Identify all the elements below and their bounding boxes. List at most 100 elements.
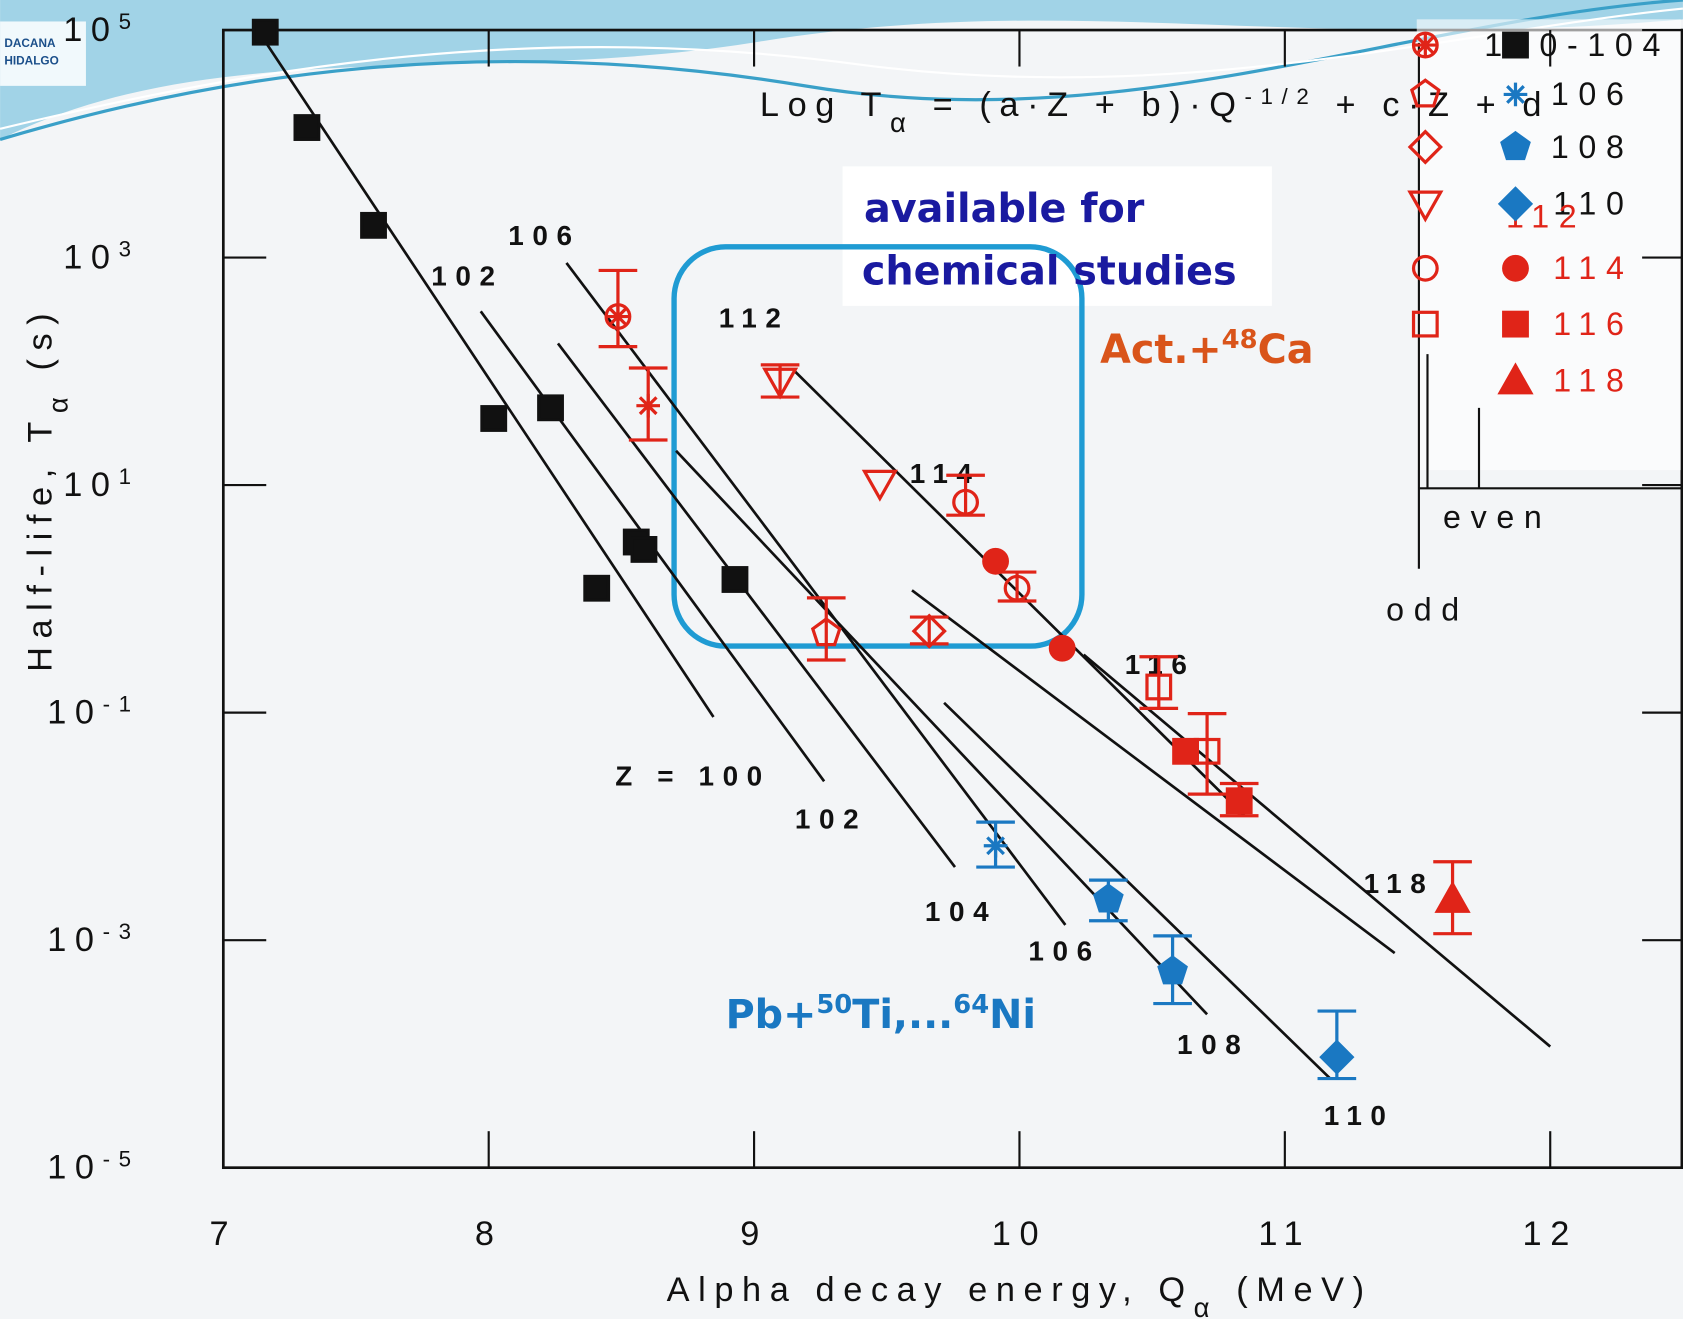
y-tick-label: 10-5: [47, 1146, 139, 1187]
formula-part: -1/2: [1245, 83, 1318, 108]
marker: [583, 574, 611, 602]
legend-bg: [1416, 19, 1681, 471]
pb-label-part: Pb+: [726, 992, 817, 1038]
legend-label: 116: [1553, 306, 1633, 342]
chemical-box-bg: [842, 166, 1272, 306]
marker: [1225, 787, 1253, 815]
formula: Log Tα = (a·Z + b)·Q-1/2 + c·Z + d: [760, 83, 1550, 137]
y-tick-label: 103: [63, 236, 139, 276]
marker: [1434, 880, 1471, 913]
formula-part: α: [890, 106, 914, 137]
marker: [1497, 362, 1534, 395]
error-bar: [806, 596, 846, 662]
marker: [480, 405, 508, 432]
y-tick-exp: 3: [119, 236, 140, 261]
logo-text: HIDALGO: [4, 53, 58, 67]
y-tick-label: 10-3: [47, 918, 139, 958]
chemical-text: chemical studies: [862, 248, 1237, 294]
marker: [360, 211, 387, 239]
marker: [1500, 130, 1531, 161]
y-axis-label-part: Half-life, T: [22, 413, 60, 672]
marker: [1003, 574, 1031, 602]
line-label: Z = 100: [615, 761, 770, 792]
y-tick-exp: 1: [119, 463, 140, 488]
y-tick-label: 10-1: [47, 691, 139, 732]
marker: [1502, 254, 1529, 282]
y-tick-label: 105: [63, 8, 139, 49]
x-tick-label: 9: [740, 1215, 768, 1253]
legend-label: 106: [1551, 76, 1634, 112]
x-axis-label-part: (MeV): [1218, 1271, 1373, 1309]
marker: [604, 303, 632, 330]
y-tick-base: 10: [47, 1148, 102, 1186]
pb-label-part: Ti,...: [852, 992, 953, 1038]
marker: [537, 394, 564, 422]
pb-label-part: 50: [816, 990, 852, 1020]
marker: [1319, 1039, 1355, 1075]
x-axis-label: Alpha decay energy, Qα (MeV): [667, 1271, 1373, 1319]
systematics-line: [911, 589, 1396, 955]
act-label-part: 48: [1222, 325, 1258, 355]
legend-label: 108: [1551, 129, 1634, 165]
y-tick-exp: 5: [119, 8, 140, 33]
line-label: 112: [719, 302, 790, 333]
y-tick-exp: -3: [103, 918, 140, 943]
line-label: 110: [1324, 1100, 1395, 1131]
formula-part: = (a·Z + b)·Q: [914, 86, 1244, 124]
systematics-line: [943, 701, 1332, 1080]
inset-label: even: [1443, 499, 1551, 535]
y-axis-label-part: α: [42, 389, 73, 413]
marker: [952, 488, 980, 516]
act-label: Act.+48Ca: [1100, 325, 1313, 373]
marker: [1157, 955, 1188, 985]
y-tick-base: 10: [47, 921, 102, 959]
legend-label: 118: [1553, 363, 1633, 399]
marker: [630, 536, 658, 563]
line-label: 106: [1028, 936, 1100, 967]
y-axis-label: Half-life, Tα (s): [22, 305, 74, 672]
marker: [1503, 82, 1528, 107]
y-tick-label: 101: [63, 463, 139, 504]
marker: [983, 833, 1008, 858]
header-wave: [0, 0, 1683, 140]
line-label: 114: [910, 458, 981, 489]
systematics-line: [1082, 653, 1552, 1048]
y-tick-exp: -5: [103, 1146, 140, 1171]
y-tick-base: 10: [63, 11, 118, 49]
marker: [1145, 673, 1173, 701]
act-label-part: Ca: [1258, 327, 1314, 373]
marker: [982, 547, 1009, 575]
line-label: 104: [925, 896, 997, 927]
plot-frame: [221, 28, 1683, 1170]
logo-text: DACANA: [4, 36, 56, 50]
marker: [1502, 31, 1529, 59]
x-tick-label: 12: [1523, 1215, 1578, 1253]
systematics-line: [792, 369, 1246, 817]
chemical-region: [671, 244, 1085, 649]
y-tick-exp: -1: [103, 691, 140, 716]
y-axis-label-part: (s): [22, 305, 60, 389]
marker: [1407, 190, 1444, 223]
line-label: 118: [1364, 868, 1435, 899]
systematics-line: [556, 342, 957, 868]
marker: [636, 393, 660, 418]
marker: [293, 114, 321, 141]
x-tick-label: 11: [1258, 1215, 1311, 1253]
y-tick-base: 10: [47, 693, 102, 731]
line-label: 108: [1177, 1029, 1249, 1060]
y-tick-base: 10: [63, 238, 118, 276]
pb-label: Pb+50Ti,...64Ni: [726, 990, 1036, 1038]
marker: [1172, 737, 1200, 765]
x-axis-label-part: α: [1194, 1291, 1218, 1319]
x-axis-label-part: Alpha decay energy, Q: [667, 1271, 1194, 1309]
legend-label: 114: [1553, 250, 1633, 286]
pb-label-part: 64: [953, 990, 989, 1020]
line-label: 106: [508, 220, 580, 251]
act-label-part: Act.+: [1100, 327, 1222, 373]
marker: [1411, 310, 1439, 338]
marker: [761, 367, 799, 400]
marker: [251, 18, 279, 46]
marker: [721, 566, 749, 593]
